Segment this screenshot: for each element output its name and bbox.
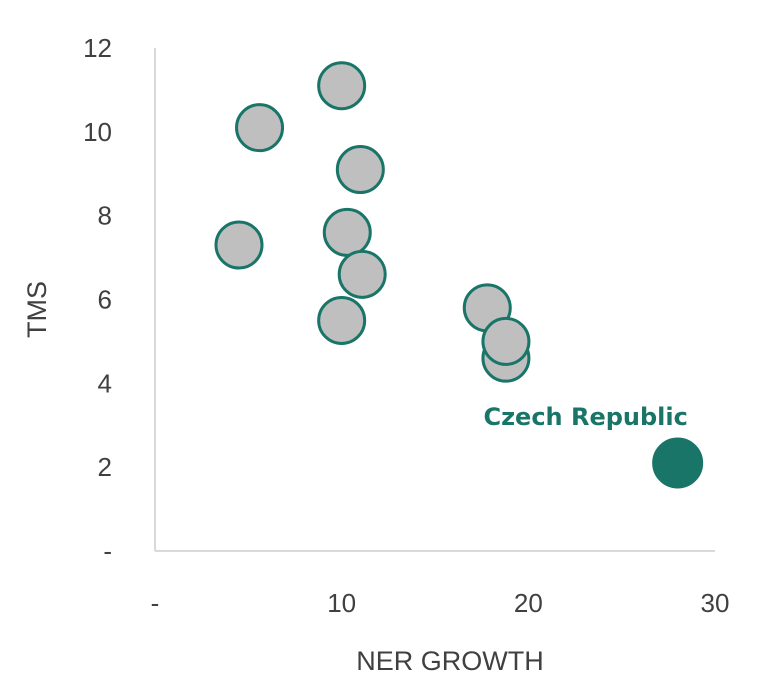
data-points	[214, 61, 704, 489]
data-point	[322, 207, 372, 257]
x-tick-label: 10	[327, 588, 356, 618]
data-point	[335, 145, 385, 195]
y-tick-label: -	[103, 536, 112, 566]
data-point	[337, 249, 387, 299]
x-axis-title: NER GROWTH	[356, 646, 543, 676]
x-tick-label: -	[151, 588, 160, 618]
y-tick-label: 4	[98, 368, 112, 398]
y-tick-label: 2	[98, 452, 112, 482]
point-annotation: Czech Republic	[483, 403, 687, 431]
data-point	[317, 295, 367, 345]
y-tick-label: 12	[83, 33, 112, 63]
data-point	[214, 220, 264, 270]
annotations: Czech Republic	[483, 403, 687, 431]
y-axis-title: TMS	[22, 281, 52, 338]
y-tick-label: 10	[83, 117, 112, 147]
x-tick-label: 30	[701, 588, 730, 618]
data-point	[317, 61, 367, 111]
y-tick-labels: - 2 4 6 8 10 12	[83, 33, 112, 566]
data-point	[481, 316, 531, 366]
x-tick-labels: - 10 20 30	[151, 588, 730, 618]
highlighted-data-point	[652, 437, 704, 489]
x-tick-label: 20	[514, 588, 543, 618]
data-point	[235, 103, 285, 153]
y-tick-label: 6	[98, 285, 112, 315]
y-tick-label: 8	[98, 201, 112, 231]
